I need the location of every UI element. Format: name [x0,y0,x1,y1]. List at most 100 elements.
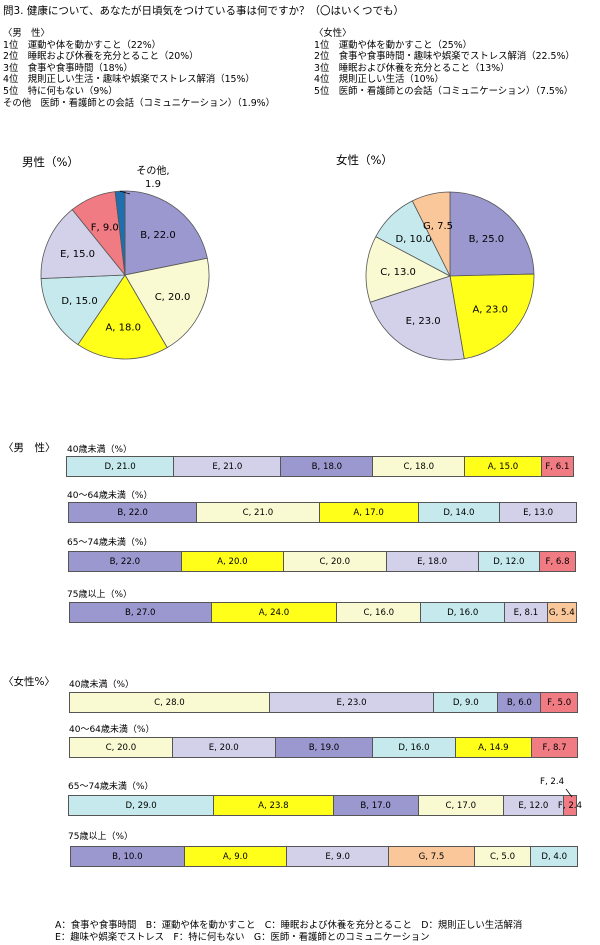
bar-segment-label: D, 4.0 [541,851,568,862]
pie-slice-A [449,273,535,360]
bar-segment-label: E, 9.0 [325,851,350,862]
bar-segment-label: E, 21.0 [212,461,243,472]
bar-segment-F: F, 8.7 [532,738,577,757]
pie-label-A: A, 23.0 [472,305,507,316]
legend: A：食事や食事時間 B：運動や体を動かすこと C：睡眠および休養を充分とること … [55,920,522,944]
bar-segment-label: F, 6.1 [545,461,570,472]
pie-slice-E [369,275,465,361]
legend-line-1: A：食事や食事時間 B：運動や体を動かすこと C：睡眠および休養を充分とること … [55,920,523,931]
ranking-female-item: 5位 医師・看護師との会話（コミュニケーション）（7.5%） [314,85,574,97]
bar-segment-label: A, 14.9 [478,742,509,753]
pie-label-C: C, 20.0 [155,292,191,303]
bar-segment-B: B, 19.0 [275,738,374,757]
pie-female-title: 女性（%） [336,153,393,167]
bar-segment-label: C, 18.0 [403,461,435,472]
stacked-bar-male-75plus: B, 27.0 A, 24.0 C, 16.0 D, 16.0 E, 8.1 G, 5.4 [69,602,577,623]
bar-segment-label: B, 22.0 [109,556,141,567]
bar-segment-label: B, 10.0 [112,851,143,862]
bar-segment-E: E, 21.0 [174,457,282,476]
bar-segment-label: B, 6.0 [506,697,532,708]
pie-male: B, 22.0 C, 20.0 A, 18.0 D, 15.0 E, 15.0 F, 9.… [40,164,210,360]
bar-segment-C: C, 18.0 [373,457,466,476]
bar-segment-label: C, 21.0 [242,507,274,518]
pie-slice-B [124,190,208,276]
bar-title: 40歳未満（%） [67,445,133,455]
bar-segment-C: C, 20.0 [70,738,173,757]
bar-segment-label: E, 20.0 [208,742,239,753]
bar-segment-C: C, 17.0 [418,796,504,815]
pie-label-B: B, 25.0 [469,234,504,245]
bar-segment-label: A, 24.0 [258,607,290,618]
bar-segment-F: F, 6.8 [540,552,575,571]
bar-segment-D: D, 9.0 [434,693,499,712]
bar-segment-E: E, 20.0 [172,738,276,757]
pie-slice-E [40,209,126,279]
ranking-male-title: 〈男 性〉 [3,28,50,39]
pie-label-E: E, 15.0 [60,249,95,260]
bar-segment-B: B, 17.0 [333,796,419,815]
stacked-bar-male-under40: D, 21.0 E, 21.0 B, 18.0 C, 18.0 A, 15.0 F, 6.… [66,456,574,477]
bar-segment-D: D, 29.0 [69,796,215,815]
bar-segment-G: G, 7.5 [389,847,475,866]
pie-label-C: C, 13.0 [380,267,416,278]
pie-label-E: E, 23.0 [406,316,441,327]
ranking-male: 〈男 性〉 1位 運動や体を動かすこと（22%） 2位 睡眠および休養を充分とる… [3,28,275,109]
ranking-male-item: 3位 食事や食事時間（18%） [3,62,133,74]
bar-title: 75歳以上（%） [68,832,134,842]
bar-segment-D: D, 16.0 [373,738,456,757]
bar-segment-label: F, 6.8 [545,556,570,567]
pie-slice-G [411,191,451,277]
bar-segment-label: E, 13.0 [523,507,554,518]
bar-segment-A: A, 15.0 [465,457,542,476]
bar-segment-F: F, 5.0 [541,693,577,712]
stacked-bar-female-65-74: D, 29.0 A, 23.8 B, 17.0 C, 17.0 E, 12.0 F, 2.… [68,795,582,816]
ranking-female-item: 3位 睡眠および休養を充分とること（13%） [314,62,510,74]
bar-segment-label: F, 5.0 [547,697,572,708]
bar-segment-E: E, 13.0 [500,503,576,522]
bar-segment-C: C, 21.0 [197,503,320,522]
bar-segment-label: E, 12.0 [518,800,549,811]
bar-segment-F: F, 6.1 [541,457,573,476]
bar-segment-label: B, 19.0 [308,742,340,753]
bar-segment-A: A, 9.0 [184,847,288,866]
bar-segment-label: F, 8.7 [542,742,567,753]
bar-segment-label: G, 7.5 [418,851,445,862]
pie-male-title: 男性（%） [22,155,79,169]
ranking-female-item: 1位 運動や体を動かすこと（25%） [314,39,473,51]
bar-segment-G: G, 5.4 [547,603,576,622]
pie-label-F: F, 9.0 [91,223,119,234]
bar-segment-A: A, 20.0 [181,552,285,571]
bar-segment-A: A, 17.0 [319,503,419,522]
bar-segment-label: B, 18.0 [311,461,343,472]
ranking-male-item: 2位 睡眠および休養を充分とること（20%） [3,51,199,63]
section-female-title: 〈女性%〉 [3,676,55,688]
pie-label-B: B, 22.0 [140,230,175,241]
bar-segment-A: A, 14.9 [455,738,533,757]
bar-segment-label: D, 21.0 [104,461,136,472]
bar-segment-B: B, 6.0 [498,693,542,712]
bar-segment-label: A, 15.0 [487,461,519,472]
bar-title: 65～74歳未満（%） [67,538,153,548]
bar-segment-D: D, 14.0 [418,503,501,522]
pie-slice-A [77,274,168,360]
pie-slice-D [40,274,126,346]
bar-segment-label: C, 20.0 [105,742,137,753]
bar-segment-D: D, 12.0 [478,552,541,571]
bar-segment-label: A, 9.0 [222,851,248,862]
legend-line-2: E：趣味や娯楽でストレス F：特に何もない G：医師・看護師とのコミュニケーショ… [55,932,430,943]
pie-slice-C [124,257,210,349]
bar-segment-label: A, 17.0 [353,507,384,518]
bar-segment-label: D, 12.0 [493,556,525,567]
stacked-bar-female-under40: C, 28.0 E, 23.0 D, 9.0 B, 6.0 F, 5.0 [69,692,578,713]
bar-segment-B: B, 22.0 [69,552,182,571]
ranking-male-item: 5位 特に何もない（9%） [3,85,118,97]
bar-segment-label: G, 5.4 [548,607,575,618]
bar-segment-label: D, 16.0 [447,607,479,618]
bar-segment-D: D, 16.0 [421,603,506,622]
bar-segment-label: C, 28.0 [154,697,185,708]
ranking-female-item: 4位 規則正しい生活（10%） [314,74,444,86]
bar-segment-A: A, 23.8 [214,796,334,815]
bar-segment-label: C, 20.0 [319,556,351,567]
bar-segment-B: B, 10.0 [71,847,185,866]
ranking-female-title: 〈女性〉 [314,28,352,39]
